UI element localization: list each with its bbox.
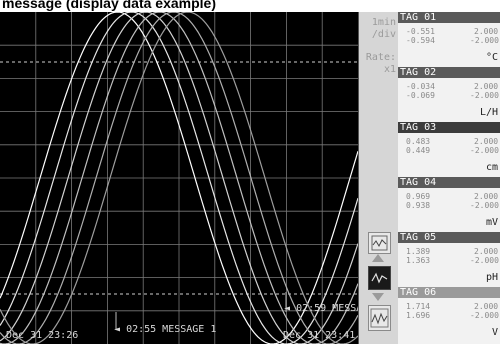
rate-value: x1 bbox=[383, 64, 396, 75]
tag-scale-max: 2.000 bbox=[474, 82, 499, 91]
tag-unit: L/H bbox=[479, 107, 498, 118]
waveform-icon bbox=[371, 272, 388, 284]
time-div-value: 1min bbox=[371, 17, 396, 28]
tag-name: TAG 02 bbox=[398, 67, 500, 78]
tag-scale-min: -2.000 bbox=[470, 311, 499, 320]
tag-unit: cm bbox=[485, 162, 498, 173]
trend-zoom-button[interactable] bbox=[368, 232, 391, 254]
waveform-trace bbox=[0, 12, 358, 344]
tag-block[interactable]: TAG 03 0.483 0.449 2.000 -2.000 cm bbox=[398, 122, 500, 177]
tag-scale-min: -2.000 bbox=[470, 91, 499, 100]
tag-unit: mV bbox=[485, 217, 498, 228]
tag-value-previous: -0.594 bbox=[406, 36, 435, 45]
message-1-label: 02:55 MESSAGE 1 bbox=[126, 324, 217, 335]
tag-value-current: 0.969 bbox=[406, 192, 431, 201]
message-marker-2: ◄ 02:59 MESSA bbox=[284, 303, 358, 314]
waveform-trace bbox=[0, 12, 358, 344]
tag-block[interactable]: TAG 02 -0.034 -0.069 2.000 -2.000 L/H bbox=[398, 67, 500, 122]
tag-block[interactable]: TAG 04 0.969 0.938 2.000 -2.000 mV bbox=[398, 177, 500, 232]
tag-name: TAG 04 bbox=[398, 177, 500, 188]
time-end-label: Dec 31 23:41 bbox=[283, 330, 356, 341]
tag-name: TAG 05 bbox=[398, 232, 500, 243]
trend-display: ◄ 02:55 MESSAGE 1 ◄ 02:59 MESSA Dec 31 2… bbox=[0, 12, 358, 344]
tag-block[interactable]: TAG 05 1.389 1.363 2.000 -2.000 pH bbox=[398, 232, 500, 287]
tag-value-current: -0.551 bbox=[406, 27, 435, 36]
tag-scale-max: 2.000 bbox=[474, 302, 499, 311]
waveform-trace bbox=[0, 12, 358, 344]
waveform-compare-icon bbox=[370, 308, 389, 328]
tag-unit: pH bbox=[485, 272, 498, 283]
tag-value-current: 1.389 bbox=[406, 247, 431, 256]
tag-value-current: -0.034 bbox=[406, 82, 435, 91]
trend-waveforms bbox=[0, 12, 358, 344]
message-flag-icon: ◄ bbox=[114, 324, 121, 335]
message-2-label: 02:59 MESSA bbox=[296, 303, 358, 314]
trend-zoom-icon bbox=[371, 235, 388, 251]
time-div-unit: /div bbox=[371, 29, 396, 40]
page-caption: message (display data example) bbox=[2, 0, 216, 11]
tag-value-previous: 0.449 bbox=[406, 146, 431, 155]
tag-scale-max: 2.000 bbox=[474, 247, 499, 256]
tag-value-panel: TAG 01 -0.551 -0.594 2.000 -2.000 °C TAG… bbox=[398, 12, 500, 344]
tag-scale-min: -2.000 bbox=[470, 36, 499, 45]
tag-value-previous: -0.069 bbox=[406, 91, 435, 100]
tag-name: TAG 06 bbox=[398, 287, 500, 298]
rate-label: Rate: bbox=[365, 52, 396, 63]
tag-name: TAG 03 bbox=[398, 122, 500, 133]
tag-block[interactable]: TAG 06 1.714 1.696 2.000 -2.000 V bbox=[398, 287, 500, 342]
tag-scale-min: -2.000 bbox=[470, 256, 499, 265]
tag-unit: °C bbox=[485, 52, 498, 63]
time-start-label: Dec 31 23:26 bbox=[6, 330, 79, 341]
message-marker-1: ◄ 02:55 MESSAGE 1 bbox=[114, 324, 216, 335]
waveform-trace bbox=[0, 12, 358, 344]
waveform-trace bbox=[0, 12, 358, 344]
tag-scale-max: 2.000 bbox=[474, 27, 499, 36]
tag-scale-max: 2.000 bbox=[474, 192, 499, 201]
tag-value-previous: 1.363 bbox=[406, 256, 431, 265]
scroll-up-arrow[interactable] bbox=[372, 254, 384, 262]
tag-block[interactable]: TAG 01 -0.551 -0.594 2.000 -2.000 °C bbox=[398, 12, 500, 67]
scroll-down-arrow[interactable] bbox=[372, 293, 384, 301]
waveform-view-button[interactable] bbox=[368, 266, 391, 290]
tag-name: TAG 01 bbox=[398, 12, 500, 23]
tag-value-current: 0.483 bbox=[406, 137, 431, 146]
message-flag-icon: ◄ bbox=[284, 303, 291, 314]
tag-unit: V bbox=[491, 327, 498, 338]
waveform-compare-button[interactable] bbox=[368, 305, 391, 331]
tag-scale-min: -2.000 bbox=[470, 146, 499, 155]
tag-value-previous: 0.938 bbox=[406, 201, 431, 210]
tag-scale-min: -2.000 bbox=[470, 201, 499, 210]
tag-scale-max: 2.000 bbox=[474, 137, 499, 146]
tag-value-previous: 1.696 bbox=[406, 311, 431, 320]
scale-panel: 1min /div Rate: x1 bbox=[358, 12, 398, 344]
tag-value-current: 1.714 bbox=[406, 302, 431, 311]
